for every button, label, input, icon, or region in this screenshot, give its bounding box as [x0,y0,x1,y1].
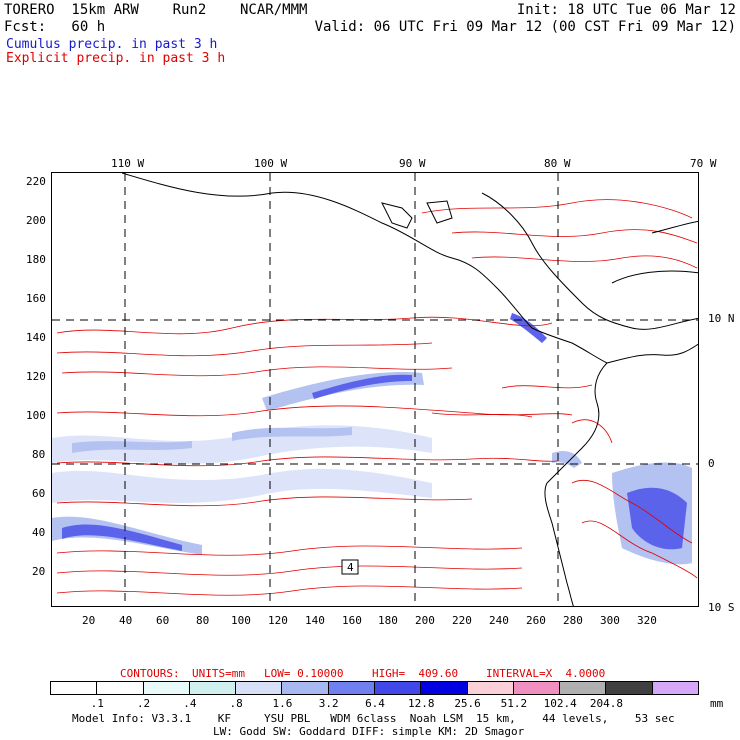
y-tick: 160 [26,292,46,305]
contours-interval: INTERVAL=X 4.0000 [486,667,606,680]
colorbar-label: 102.4 [543,697,577,710]
precip-map-canvas [52,173,698,606]
colorbar-swatch [96,681,144,695]
y-tick: 80 [32,448,46,461]
x-tick: 180 [378,614,398,627]
y-tick: 140 [26,331,46,344]
colorbar-label: 204.8 [589,697,623,710]
lat-label-10n: 10 N [708,312,735,325]
x-tick: 220 [452,614,472,627]
colorbar-label: .4 [183,697,197,710]
colorbar-swatch [281,681,329,695]
x-tick: 280 [563,614,583,627]
lat-label-0: 0 [708,457,715,470]
x-tick: 160 [342,614,362,627]
colorbar-swatch [235,681,283,695]
lon-label-70w: 70 W [690,157,717,170]
precip-map: 4 [51,172,699,607]
y-tick: 180 [26,253,46,266]
colorbar [50,681,699,695]
colorbar-label: .2 [136,697,151,710]
colorbar-swatch [50,681,98,695]
lat-lon-grid [52,173,698,606]
contour-label-value: 4 [347,561,354,574]
colorbar-swatch [651,681,699,695]
x-tick: 40 [119,614,133,627]
header-forecast-hour: Fcst: 60 h [4,19,106,35]
lat-label-10s: 10 S [708,601,735,614]
colorbar-label: .1 [90,697,104,710]
colorbar-swatch [188,681,237,695]
colorbar-unit: mm [710,697,724,710]
x-tick: 140 [305,614,325,627]
y-tick: 120 [26,370,46,383]
cumulus-precip-shading [52,313,692,565]
colorbar-label: 3.2 [318,697,339,710]
contours-units: UNITS=mm [192,667,245,680]
contours-low: LOW= 0.10000 [264,667,344,680]
legend-cumulus-precip: Cumulus precip. in past 3 h [6,37,218,52]
colorbar-swatch [373,681,422,695]
header-run-info: TORERO 15km ARW Run2 NCAR/MMM [4,2,308,18]
x-tick: 100 [231,614,251,627]
legend-explicit-precip: Explicit precip. in past 3 h [6,51,226,66]
y-tick: 20 [32,565,46,578]
x-tick: 300 [600,614,620,627]
colorbar-swatch [420,681,468,695]
x-tick: 320 [637,614,657,627]
lon-label-110w: 110 W [111,157,145,170]
contours-label: CONTOURS: [120,667,180,680]
colorbar-swatch [512,681,561,695]
y-tick: 100 [26,409,46,422]
colorbar-label: 1.6 [272,697,293,710]
colorbar-label: 12.8 [408,697,435,710]
footer-physics-info: LW: Godd SW: Goddard DIFF: simple KM: 2D… [213,725,525,738]
colorbar-swatch [466,681,514,695]
x-tick: 80 [196,614,210,627]
contour-label-box [341,559,359,575]
lon-label-100w: 100 W [254,157,288,170]
lon-label-80w: 80 W [544,157,571,170]
colorbar-swatch [559,681,607,695]
colorbar-swatch [142,681,190,695]
x-tick: 120 [268,614,288,627]
colorbar-label: 51.2 [500,697,528,710]
colorbar-swatch [327,681,375,695]
colorbar-swatch [605,681,653,695]
y-tick: 220 [26,175,46,188]
y-tick: 40 [32,526,46,539]
x-tick: 260 [526,614,546,627]
lon-label-90w: 90 W [399,157,426,170]
x-tick: 200 [415,614,435,627]
header-valid-time: Valid: 06 UTC Fri 09 Mar 12 (00 CST Fri … [314,19,736,35]
footer-model-info: Model Info: V3.3.1 KF YSU PBL WDM 6class… [72,712,675,725]
contours-high: HIGH= 409.60 [372,667,459,680]
y-tick: 200 [26,214,46,227]
y-tick: 60 [32,487,46,500]
x-tick: 60 [156,614,170,627]
colorbar-label: 6.4 [365,697,385,710]
header-init-time: Init: 18 UTC Tue 06 Mar 12 [516,2,736,18]
coastlines [121,173,698,606]
colorbar-label: 25.6 [454,697,481,710]
x-tick: 240 [489,614,509,627]
x-tick: 20 [82,614,96,627]
colorbar-label: .8 [229,697,243,710]
